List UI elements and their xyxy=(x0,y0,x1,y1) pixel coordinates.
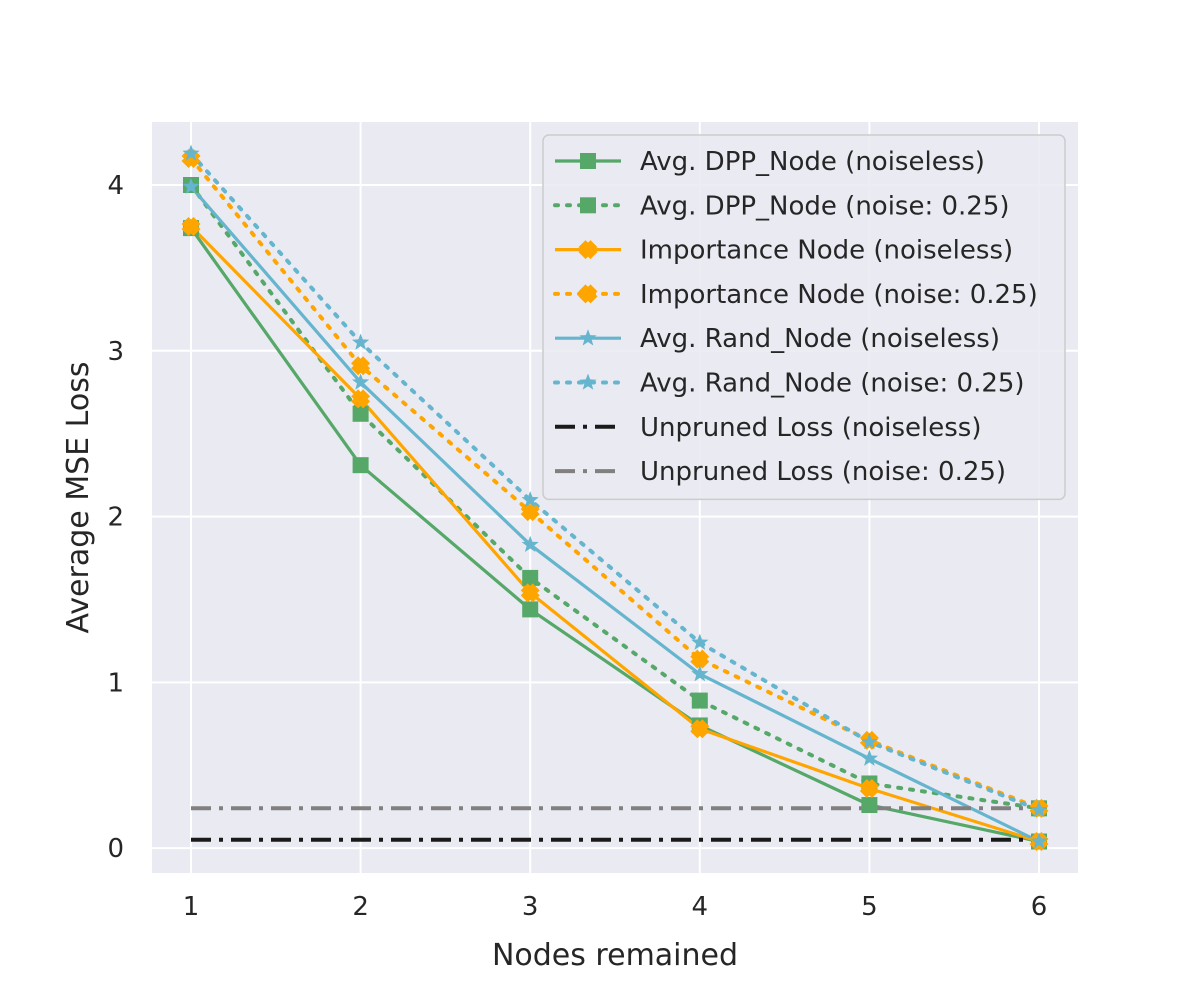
y-tick-label: 2 xyxy=(107,503,124,533)
data-point-series-4 xyxy=(352,373,370,390)
data-point-series-2 xyxy=(181,216,201,236)
data-point-series-3 xyxy=(690,649,710,669)
data-point-series-5 xyxy=(691,633,709,650)
data-point-series-5 xyxy=(182,144,200,161)
legend: Avg. DPP_Node (noiseless) Avg. DPP_Node (… xyxy=(542,134,1066,501)
y-axis-ticks: 0 1 2 3 4 xyxy=(107,171,124,864)
data-point-series-2 xyxy=(690,719,710,739)
data-point-series-3 xyxy=(351,356,371,376)
x-axis-ticks: 1 2 3 4 5 6 xyxy=(183,892,1048,922)
legend-label: Unpruned Loss (noiseless) xyxy=(640,413,981,443)
data-point-series-0 xyxy=(522,601,539,618)
legend-label: Avg. DPP_Node (noise: 0.25) xyxy=(640,191,1010,221)
legend-marker xyxy=(580,153,596,169)
data-point-series-1 xyxy=(691,692,708,709)
y-tick-label: 0 xyxy=(107,834,124,864)
series-line-3 xyxy=(189,156,1041,811)
data-point-series-4 xyxy=(691,665,709,682)
data-point-series-5 xyxy=(1030,801,1048,818)
legend-marker xyxy=(578,284,598,304)
data-point-series-5 xyxy=(521,491,539,508)
data-point-series-4 xyxy=(182,177,200,194)
data-point-series-0 xyxy=(352,457,369,474)
x-tick-label: 4 xyxy=(692,892,709,922)
series-line-2 xyxy=(189,225,1040,844)
data-point-series-4 xyxy=(1030,832,1048,849)
y-tick-label: 4 xyxy=(107,171,124,201)
legend-label: Importance Node (noise: 0.25) xyxy=(640,280,1038,310)
y-axis-label: Average MSE Loss xyxy=(61,362,96,634)
legend-label: Avg. DPP_Node (noiseless) xyxy=(640,147,985,177)
legend-label: Importance Node (noiseless) xyxy=(640,236,1013,266)
data-point-series-5 xyxy=(860,733,878,750)
legend-box xyxy=(542,134,1066,501)
legend-marker xyxy=(579,329,597,346)
series-line-4 xyxy=(189,185,1040,843)
y-tick-label: 3 xyxy=(107,337,124,367)
data-point-series-2 xyxy=(351,389,371,409)
data-point-series-2 xyxy=(520,583,540,603)
series-line-1 xyxy=(189,183,1041,811)
legend-label: Avg. Rand_Node (noise: 0.25) xyxy=(640,369,1025,399)
series-lines xyxy=(189,151,1041,844)
x-tick-label: 2 xyxy=(352,892,369,922)
series-line-0 xyxy=(189,227,1040,844)
data-point-series-4 xyxy=(521,535,539,552)
series-line-5 xyxy=(189,151,1041,812)
data-point-series-0 xyxy=(861,797,878,814)
x-axis-label: Nodes remained xyxy=(492,938,738,973)
series-markers xyxy=(181,144,1049,852)
data-point-series-1 xyxy=(522,569,539,586)
legend-label: Avg. Rand_Node (noiseless) xyxy=(640,324,1000,354)
data-point-series-1 xyxy=(352,405,369,422)
legend-marker xyxy=(578,240,598,260)
data-point-series-5 xyxy=(352,333,370,350)
x-tick-label: 5 xyxy=(861,892,878,922)
legend-marker xyxy=(579,373,597,390)
x-tick-label: 3 xyxy=(522,892,539,922)
y-tick-label: 1 xyxy=(107,668,124,698)
legend-label: Unpruned Loss (noise: 0.25) xyxy=(640,457,1006,487)
x-tick-label: 6 xyxy=(1031,892,1048,922)
legend-marker xyxy=(580,197,596,214)
x-tick-label: 1 xyxy=(183,892,200,922)
data-point-series-4 xyxy=(860,749,878,766)
data-point-series-2 xyxy=(859,778,879,798)
